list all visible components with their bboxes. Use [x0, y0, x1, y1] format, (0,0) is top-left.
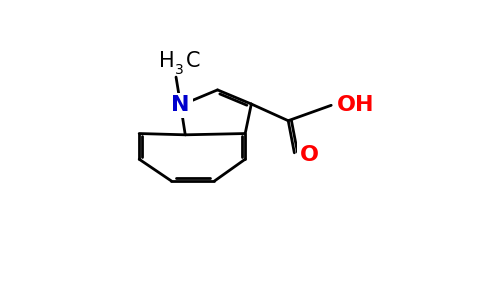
- Text: H: H: [159, 51, 174, 71]
- Text: OH: OH: [336, 95, 374, 115]
- Text: N: N: [171, 95, 190, 115]
- Text: C: C: [186, 51, 200, 71]
- Text: O: O: [300, 145, 318, 165]
- Text: 3: 3: [175, 63, 184, 77]
